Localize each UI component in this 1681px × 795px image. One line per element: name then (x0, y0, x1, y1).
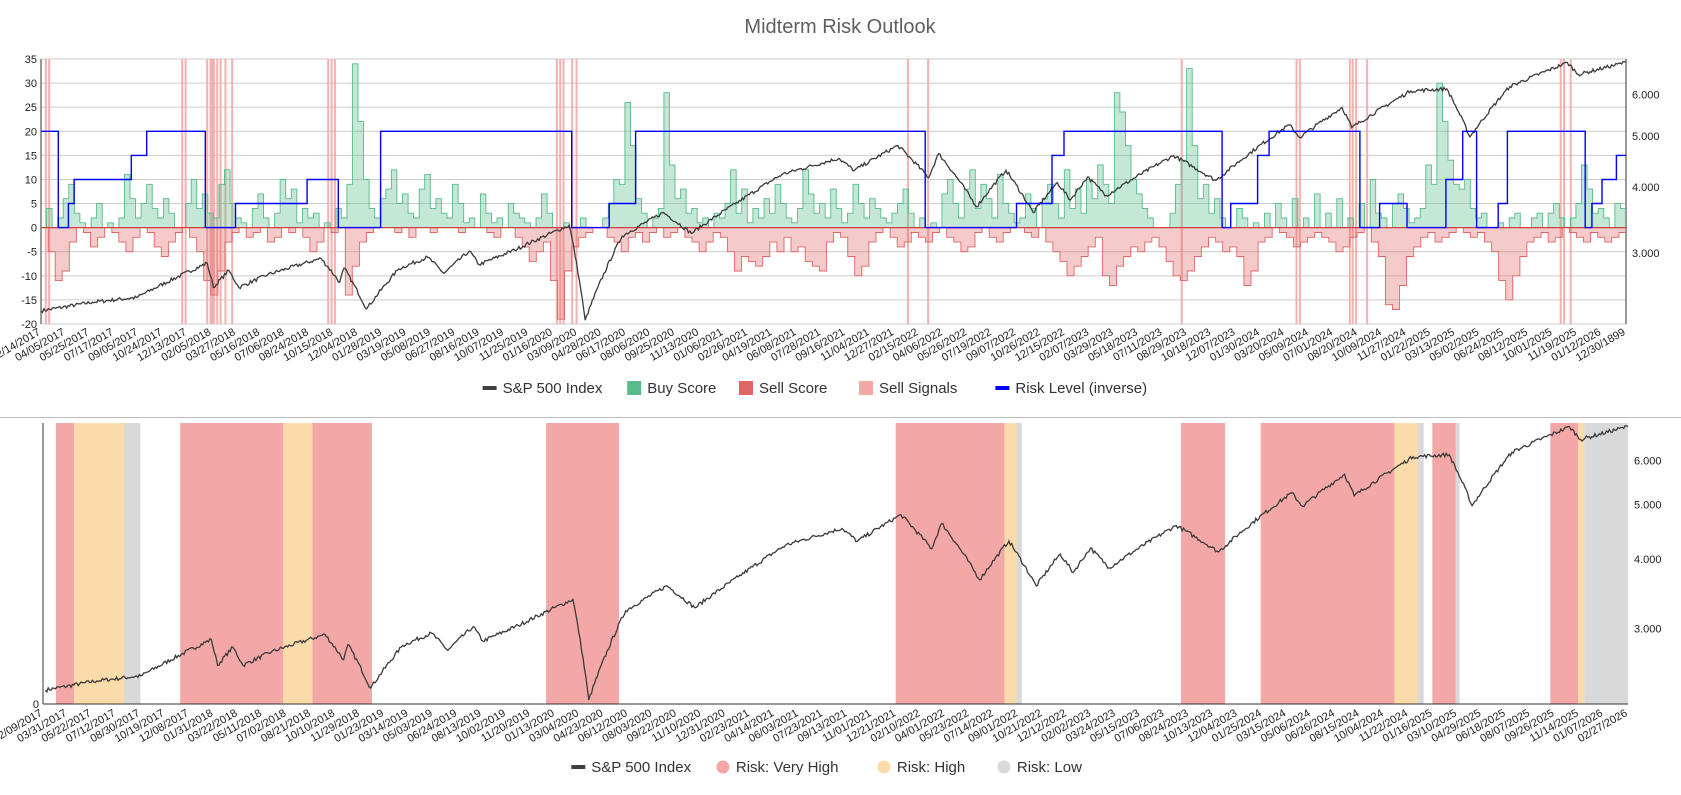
y-tick-label-right: 3.000 (1632, 248, 1660, 260)
y-tick-label-left: -5 (27, 247, 37, 259)
legend-swatch (859, 381, 873, 395)
sell-signal-line (1295, 59, 1298, 324)
risk-band (1394, 423, 1418, 704)
risk-band (1181, 423, 1226, 704)
sell-signal-line (1559, 59, 1562, 324)
legend-label: Risk: Very High (736, 759, 839, 776)
y-tick-label-left: -20 (21, 319, 37, 331)
sell-signal-line (559, 59, 562, 324)
y-tick-label-right: 3.000 (1634, 624, 1662, 636)
sell-signal-line (209, 59, 212, 324)
legend-label: Risk: High (897, 759, 965, 776)
legend-label: Sell Signals (879, 380, 957, 397)
sell-signal-line (575, 59, 578, 324)
legend-swatch (716, 760, 730, 774)
risk-band (546, 423, 619, 704)
sell-signal-line (330, 59, 333, 324)
risk-level-series-line (41, 130, 1626, 229)
sell-signal-line (1366, 59, 1369, 324)
risk-band (1417, 423, 1424, 704)
legend-label: Risk: Low (1017, 759, 1082, 776)
risk-band (180, 423, 284, 704)
y-tick-label-right: 4.000 (1632, 182, 1660, 194)
sell-signal-line (216, 59, 219, 324)
y-tick-label-left: 15 (25, 150, 37, 162)
y-tick-label-left: -15 (21, 295, 37, 307)
risk-band (1004, 423, 1017, 704)
y-tick-label-left: 10 (25, 174, 37, 186)
legend-swatch (482, 386, 497, 390)
sell-signal-line (333, 59, 336, 324)
y-tick-label-left: 0 (33, 699, 39, 711)
sell-signal-line (1355, 59, 1358, 324)
sell-signal-line (1563, 59, 1566, 324)
risk-band (1016, 423, 1022, 704)
legend-swatch (627, 381, 642, 395)
sell-signal-line (181, 59, 184, 324)
sell-signal-line (1348, 59, 1351, 324)
legend-swatch (997, 760, 1011, 774)
chart-title: Midterm Risk Outlook (744, 16, 936, 38)
sell-signal-line (327, 59, 330, 324)
y-tick-label-left: 25 (25, 102, 37, 114)
y-tick-label-left: 30 (25, 78, 37, 90)
risk-band (124, 423, 141, 704)
legend-swatch (877, 760, 891, 774)
sell-signal-line (219, 59, 222, 324)
risk-band (1455, 423, 1460, 704)
sell-signal-line (1298, 59, 1301, 324)
legend-label: S&P 500 Index (503, 380, 603, 397)
sell-signal-line (211, 59, 214, 324)
sell-signal-line (212, 59, 215, 324)
risk-band (895, 423, 1005, 704)
sell-signal-line (1180, 59, 1183, 324)
sell-signal-line (906, 59, 909, 324)
y-tick-label-left: 5 (31, 199, 37, 211)
sell-signal-line (562, 59, 565, 324)
legend-label: Sell Score (759, 380, 827, 397)
y-tick-label-left: 0 (31, 223, 37, 235)
risk-band (1578, 423, 1585, 704)
sell-signal-line (1351, 59, 1354, 324)
y-tick-label-right: 6.000 (1634, 455, 1662, 467)
risk-band (55, 423, 75, 704)
legend-label: S&P 500 Index (591, 759, 691, 776)
y-tick-label-left: 20 (25, 126, 37, 138)
risk-band (1432, 423, 1456, 704)
y-tick-label-right: 4.000 (1634, 554, 1662, 566)
sell-signal-line (224, 59, 227, 324)
sell-signal-line (184, 59, 187, 324)
risk-band (74, 423, 125, 704)
y-tick-label-right: 5.000 (1634, 500, 1662, 512)
sell-signal-line (927, 59, 930, 324)
sell-signal-line (44, 59, 47, 324)
y-tick-label-left: -10 (21, 271, 37, 283)
legend-swatch (571, 765, 586, 769)
legend-label: Risk Level (inverse) (1015, 380, 1147, 397)
legend-label: Buy Score (647, 380, 716, 397)
sp500-series-line (40, 60, 1627, 321)
risk-band (1260, 423, 1395, 704)
risk-band (1550, 423, 1579, 704)
risk-band (283, 423, 313, 704)
sell-signal-line (555, 59, 558, 324)
sell-signal-line (231, 59, 234, 324)
sp500-series-line-bottom (44, 425, 1629, 701)
risk-band (1584, 423, 1628, 704)
sell-signal-line (206, 59, 209, 324)
sell-signal-line (1569, 59, 1572, 324)
sell-signal-line (48, 59, 51, 324)
legend-swatch (995, 386, 1010, 390)
legend-swatch (739, 381, 753, 395)
buy-score-area (41, 63, 1626, 228)
y-tick-label-right: 5.000 (1632, 131, 1660, 143)
y-tick-label-right: 6.000 (1632, 89, 1660, 101)
risk-band (312, 423, 372, 704)
y-tick-label-left: 35 (25, 54, 37, 66)
buy-score-line (41, 63, 1626, 229)
